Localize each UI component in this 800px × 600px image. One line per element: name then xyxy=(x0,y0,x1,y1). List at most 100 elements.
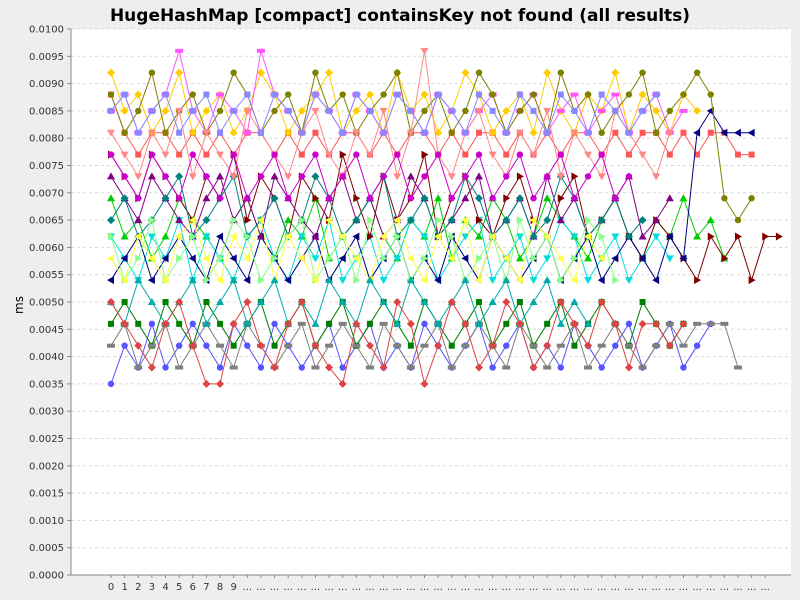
data-point xyxy=(394,151,401,158)
data-point xyxy=(353,91,360,98)
data-point xyxy=(406,254,414,263)
data-point xyxy=(624,277,633,285)
data-point xyxy=(229,254,237,263)
data-point xyxy=(571,342,578,349)
x-tick-label: ... xyxy=(706,582,716,593)
data-point xyxy=(285,107,292,114)
data-point xyxy=(298,364,306,371)
y-tick-label: 0.0020 xyxy=(29,461,64,472)
data-point xyxy=(325,151,334,159)
data-point xyxy=(325,216,333,225)
data-point xyxy=(434,232,442,241)
data-point xyxy=(639,299,646,305)
data-point xyxy=(175,365,184,370)
data-point xyxy=(257,276,265,285)
data-point xyxy=(270,276,279,284)
data-point xyxy=(584,151,593,159)
x-tick-label: ... xyxy=(501,582,511,593)
x-tick-label: ... xyxy=(542,582,552,593)
data-point xyxy=(720,321,729,326)
data-point xyxy=(175,68,184,77)
y-tick-label: 0.0060 xyxy=(29,243,64,254)
data-point xyxy=(611,254,619,263)
y-tick-label: 0.0030 xyxy=(29,407,64,418)
data-point xyxy=(447,173,456,181)
data-point xyxy=(489,91,496,98)
data-point xyxy=(176,254,184,263)
axes: 0.0000 0.0005 0.0010 0.0015 0.0020 0.0025 0.00… xyxy=(29,25,791,593)
data-point xyxy=(175,342,183,349)
data-point xyxy=(107,276,114,285)
y-tick-label: 0.0025 xyxy=(29,434,64,445)
data-point xyxy=(244,216,252,225)
data-point xyxy=(229,232,237,241)
data-point xyxy=(557,276,565,285)
data-point xyxy=(120,194,129,203)
series-layer xyxy=(107,47,783,388)
data-point xyxy=(448,107,455,114)
data-point xyxy=(203,91,210,98)
data-point xyxy=(216,379,225,388)
data-point xyxy=(107,254,114,263)
data-point xyxy=(516,107,524,115)
data-point xyxy=(570,129,579,137)
data-point xyxy=(107,68,115,77)
data-point xyxy=(488,341,497,350)
data-point xyxy=(665,321,674,326)
series-line xyxy=(110,109,752,282)
x-tick-label: ... xyxy=(624,582,634,593)
data-point xyxy=(147,233,156,241)
data-point xyxy=(108,232,115,241)
data-point xyxy=(461,194,470,202)
data-point xyxy=(134,365,143,370)
data-point xyxy=(707,129,714,136)
data-point xyxy=(352,129,361,137)
data-point xyxy=(556,173,565,181)
data-point xyxy=(338,277,347,285)
data-point xyxy=(297,254,305,263)
data-point xyxy=(447,216,456,225)
data-point xyxy=(515,276,523,285)
x-tick-label: ... xyxy=(733,582,743,593)
data-point xyxy=(188,173,197,181)
data-point xyxy=(203,342,210,349)
data-point xyxy=(271,151,278,158)
data-point xyxy=(406,276,415,284)
data-point xyxy=(598,91,605,98)
data-point xyxy=(147,129,156,137)
series-line xyxy=(110,218,616,283)
data-point xyxy=(775,232,783,241)
data-point xyxy=(202,254,210,263)
data-point xyxy=(488,232,496,241)
data-point xyxy=(598,151,605,158)
data-point xyxy=(529,151,538,159)
data-point xyxy=(448,342,455,349)
data-point xyxy=(147,363,156,372)
data-point xyxy=(529,216,537,225)
data-point xyxy=(638,216,647,225)
data-point xyxy=(352,343,361,348)
data-point xyxy=(462,151,469,158)
data-point xyxy=(148,107,155,114)
data-point xyxy=(229,365,238,370)
data-point xyxy=(216,343,225,348)
data-point xyxy=(694,276,702,285)
data-point xyxy=(666,151,673,158)
data-point xyxy=(585,216,593,225)
data-point xyxy=(488,151,497,159)
data-point xyxy=(733,365,742,370)
data-point xyxy=(339,129,346,136)
x-tick-label: 1 xyxy=(121,582,127,593)
data-point xyxy=(447,365,456,370)
data-point xyxy=(529,128,538,137)
x-tick-label: ... xyxy=(324,582,334,593)
data-point xyxy=(161,276,169,285)
data-point xyxy=(530,254,538,263)
data-point xyxy=(489,195,496,202)
data-point xyxy=(679,254,687,263)
data-point xyxy=(734,151,741,158)
data-point xyxy=(461,343,470,348)
y-tick-label: 0.0085 xyxy=(29,106,64,117)
data-point xyxy=(448,195,455,202)
